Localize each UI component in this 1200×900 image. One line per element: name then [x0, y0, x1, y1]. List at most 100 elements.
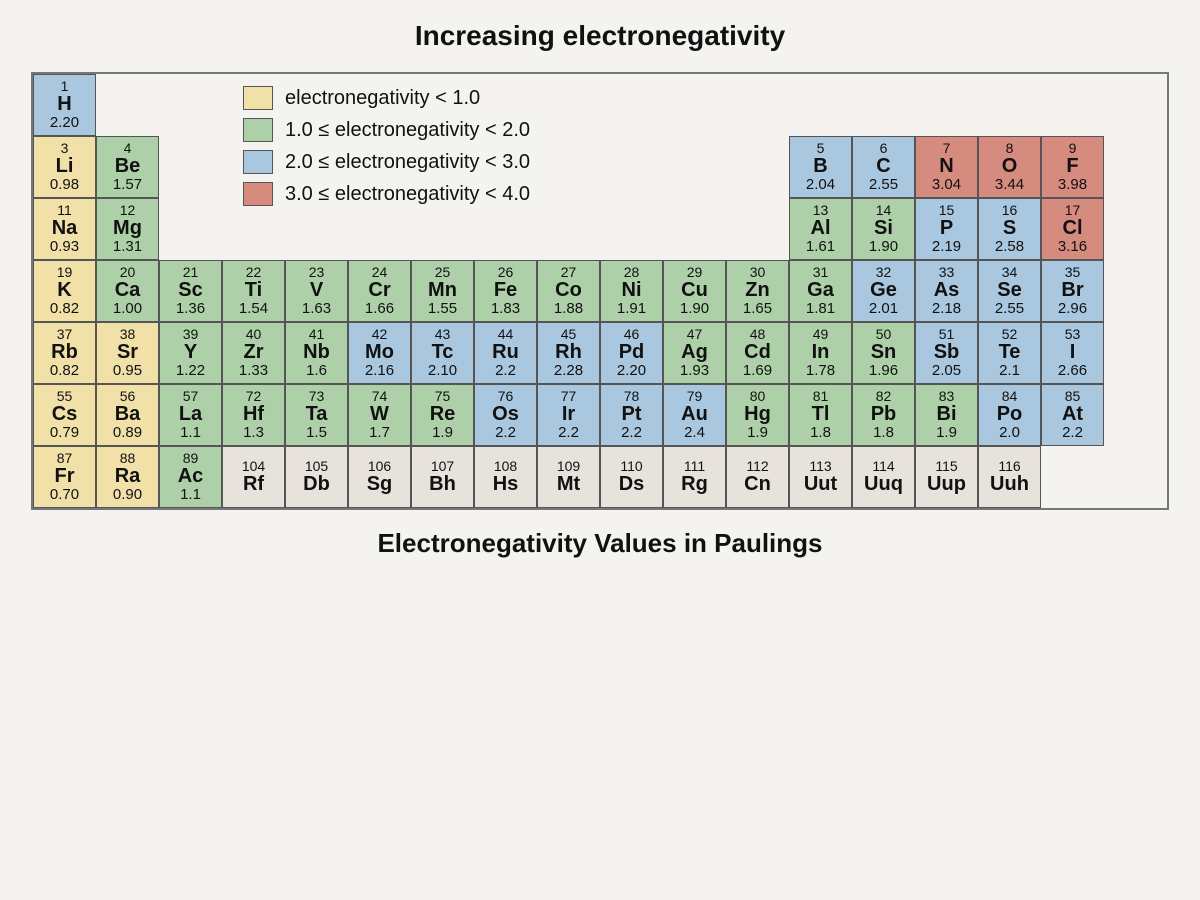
empty-cell	[1104, 384, 1167, 446]
atomic-number: 8	[979, 141, 1040, 156]
legend-text: electronegativity < 1.0	[285, 82, 480, 114]
electronegativity-value: 2.18	[916, 301, 977, 317]
atomic-number: 38	[97, 327, 158, 342]
element-symbol: Mg	[97, 218, 158, 239]
atomic-number: 85	[1042, 389, 1103, 404]
atomic-number: 49	[790, 327, 851, 342]
element-K: 19K0.82	[33, 260, 96, 322]
element-symbol: F	[1042, 156, 1103, 177]
element-symbol: Al	[790, 218, 851, 239]
element-Ca: 20Ca1.00	[96, 260, 159, 322]
legend: electronegativity < 1.01.0 ≤ electronega…	[243, 82, 530, 210]
element-Sc: 21Sc1.36	[159, 260, 222, 322]
element-symbol: Mn	[412, 280, 473, 301]
element-Al: 13Al1.61	[789, 198, 852, 260]
element-symbol: Sg	[349, 474, 410, 495]
atomic-number: 112	[727, 459, 788, 474]
element-symbol: I	[1042, 342, 1103, 363]
element-symbol: Bh	[412, 474, 473, 495]
atomic-number: 107	[412, 459, 473, 474]
element-symbol: Os	[475, 404, 536, 425]
electronegativity-value: 1.57	[97, 177, 158, 193]
atomic-number: 19	[34, 265, 95, 280]
element-Mg: 12Mg1.31	[96, 198, 159, 260]
element-Sn: 50Sn1.96	[852, 322, 915, 384]
element-Pd: 46Pd2.20	[600, 322, 663, 384]
element-symbol: V	[286, 280, 347, 301]
electronegativity-value: 1.1	[160, 487, 221, 503]
atomic-number: 57	[160, 389, 221, 404]
element-symbol: Fe	[475, 280, 536, 301]
electronegativity-value: 1.5	[286, 425, 347, 441]
element-symbol: Ge	[853, 280, 914, 301]
element-At: 85At2.2	[1041, 384, 1104, 446]
atomic-number: 109	[538, 459, 599, 474]
atomic-number: 75	[412, 389, 473, 404]
atomic-number: 81	[790, 389, 851, 404]
atomic-number: 23	[286, 265, 347, 280]
element-symbol: Ds	[601, 474, 662, 495]
atomic-number: 28	[601, 265, 662, 280]
element-Ag: 47Ag1.93	[663, 322, 726, 384]
atomic-number: 5	[790, 141, 851, 156]
element-symbol: Cu	[664, 280, 725, 301]
empty-cell	[1104, 74, 1167, 136]
element-Uut: 113Uut	[789, 446, 852, 508]
atomic-number: 29	[664, 265, 725, 280]
atomic-number: 42	[349, 327, 410, 342]
element-Cr: 24Cr1.66	[348, 260, 411, 322]
element-Pb: 82Pb1.8	[852, 384, 915, 446]
element-symbol: Hf	[223, 404, 284, 425]
atomic-number: 24	[349, 265, 410, 280]
element-Fr: 87Fr0.70	[33, 446, 96, 508]
element-symbol: N	[916, 156, 977, 177]
legend-text: 3.0 ≤ electronegativity < 4.0	[285, 178, 530, 210]
element-Cu: 29Cu1.90	[663, 260, 726, 322]
atomic-number: 76	[475, 389, 536, 404]
periodic-table: electronegativity < 1.01.0 ≤ electronega…	[31, 72, 1169, 510]
element-Ds: 110Ds	[600, 446, 663, 508]
element-symbol: Be	[97, 156, 158, 177]
element-symbol: Rh	[538, 342, 599, 363]
electronegativity-value: 1.65	[727, 301, 788, 317]
element-symbol: Ra	[97, 466, 158, 487]
empty-cell	[537, 198, 600, 260]
atomic-number: 56	[97, 389, 158, 404]
atomic-number: 55	[34, 389, 95, 404]
element-symbol: Re	[412, 404, 473, 425]
empty-cell	[96, 74, 159, 136]
element-V: 23V1.63	[285, 260, 348, 322]
element-Uuq: 114Uuq	[852, 446, 915, 508]
element-symbol: Bi	[916, 404, 977, 425]
element-symbol: Uup	[916, 474, 977, 495]
element-symbol: Ti	[223, 280, 284, 301]
atomic-number: 25	[412, 265, 473, 280]
atomic-number: 26	[475, 265, 536, 280]
element-Hg: 80Hg1.9	[726, 384, 789, 446]
electronegativity-value: 1.3	[223, 425, 284, 441]
element-Ba: 56Ba0.89	[96, 384, 159, 446]
atomic-number: 82	[853, 389, 914, 404]
electronegativity-value: 0.93	[34, 239, 95, 255]
empty-cell	[789, 74, 852, 136]
element-S: 16S2.58	[978, 198, 1041, 260]
atomic-number: 84	[979, 389, 1040, 404]
element-Pt: 78Pt2.2	[600, 384, 663, 446]
element-symbol: At	[1042, 404, 1103, 425]
atomic-number: 41	[286, 327, 347, 342]
empty-cell	[1041, 74, 1104, 136]
electronegativity-value: 0.89	[97, 425, 158, 441]
electronegativity-value: 0.82	[34, 363, 95, 379]
empty-cell	[726, 136, 789, 198]
atomic-number: 111	[664, 459, 725, 474]
element-symbol: Co	[538, 280, 599, 301]
atomic-number: 110	[601, 459, 662, 474]
atomic-number: 14	[853, 203, 914, 218]
empty-cell	[852, 74, 915, 136]
electronegativity-value: 1.1	[160, 425, 221, 441]
empty-cell	[600, 136, 663, 198]
legend-text: 2.0 ≤ electronegativity < 3.0	[285, 146, 530, 178]
element-Cl: 17Cl3.16	[1041, 198, 1104, 260]
element-symbol: B	[790, 156, 851, 177]
atomic-number: 83	[916, 389, 977, 404]
